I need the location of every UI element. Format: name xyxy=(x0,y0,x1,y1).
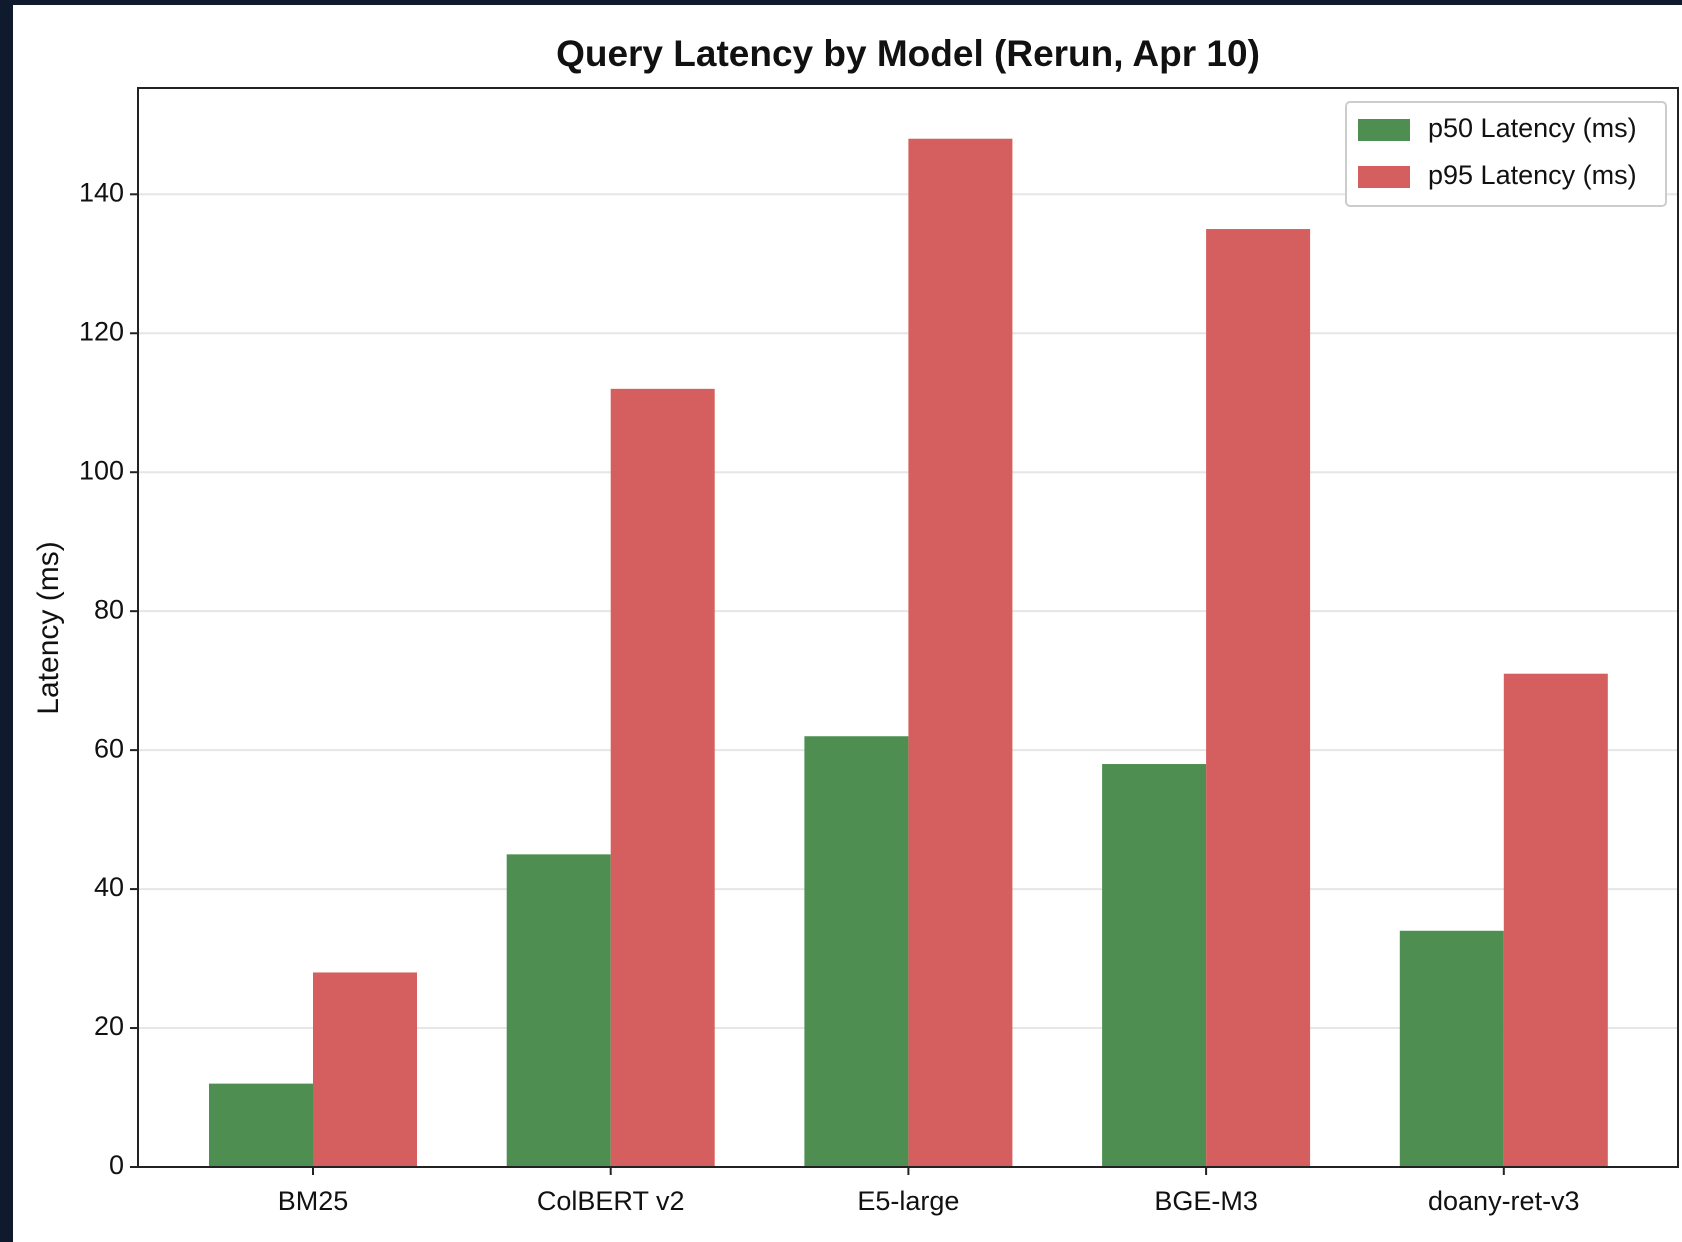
bar xyxy=(313,972,417,1167)
y-axis-label: Latency (ms) xyxy=(32,541,65,714)
plot-frame xyxy=(137,87,1679,1168)
y-tick-label: 40 xyxy=(94,872,124,902)
x-tick-label: ColBERT v2 xyxy=(537,1186,685,1216)
bar xyxy=(1102,764,1207,1167)
legend-swatch xyxy=(1358,119,1410,141)
bar xyxy=(506,854,611,1167)
bar xyxy=(209,1083,313,1167)
chart-title: Query Latency by Model (Rerun, Apr 10) xyxy=(556,33,1260,74)
x-tick-label: E5-large xyxy=(857,1186,959,1216)
y-tick-label: 100 xyxy=(79,455,124,485)
legend-box xyxy=(1345,101,1667,207)
bar xyxy=(908,138,1013,1168)
bar xyxy=(804,736,909,1167)
y-tick-label: 60 xyxy=(94,733,124,763)
legend-label: p95 Latency (ms) xyxy=(1428,160,1637,190)
x-tick-label: BM25 xyxy=(278,1186,349,1216)
legend-label: p50 Latency (ms) xyxy=(1428,113,1637,143)
bar xyxy=(1206,229,1311,1168)
y-tick-label: 20 xyxy=(94,1011,124,1041)
y-tick-label: 120 xyxy=(79,316,124,346)
x-tick-label: BGE-M3 xyxy=(1154,1186,1258,1216)
y-tick-label: 80 xyxy=(94,594,124,624)
x-tick-label: doany-ret-v3 xyxy=(1428,1186,1580,1216)
bar xyxy=(610,388,715,1168)
legend-swatch xyxy=(1358,166,1410,188)
y-tick-label: 140 xyxy=(79,177,124,207)
y-tick-label: 0 xyxy=(109,1150,124,1180)
bar xyxy=(1399,930,1504,1167)
bar xyxy=(1503,673,1608,1167)
